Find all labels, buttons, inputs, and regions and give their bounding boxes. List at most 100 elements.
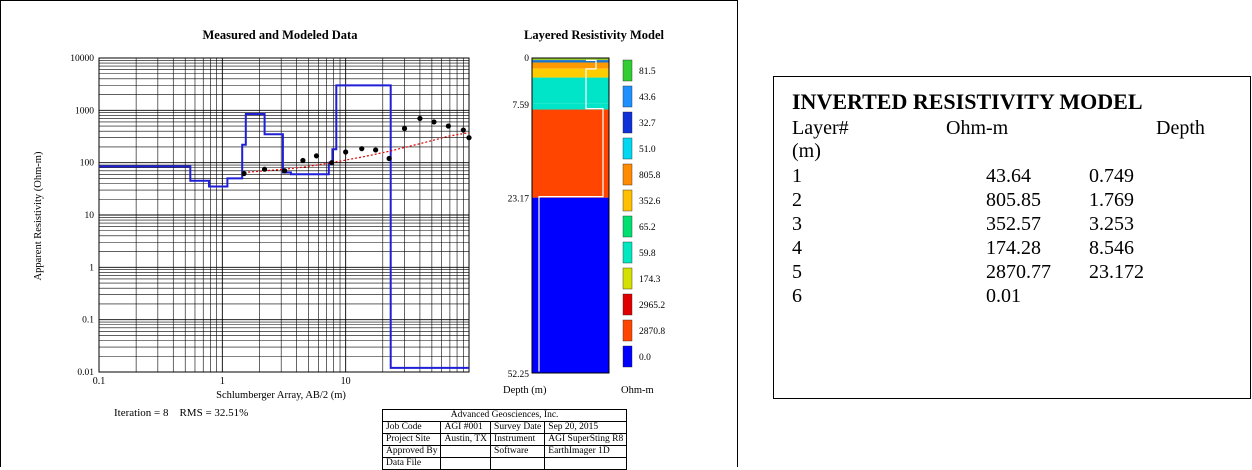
depth-tick-label: 23.17 bbox=[508, 195, 530, 205]
measured-point bbox=[460, 127, 466, 133]
measured-point bbox=[386, 155, 392, 162]
info-cell: Instrument bbox=[490, 433, 546, 446]
legend-swatch bbox=[622, 241, 633, 264]
legend-swatch bbox=[622, 293, 633, 316]
left-chart-xlabel: Schlumberger Array, AB/2 (m) bbox=[216, 390, 346, 401]
col-header-layer: Layer# bbox=[792, 117, 849, 139]
left-chart-series bbox=[99, 84, 472, 369]
rms-label: RMS = 32.51% bbox=[179, 407, 249, 419]
depth-tick-label: 0 bbox=[524, 54, 529, 64]
measured-point bbox=[282, 168, 288, 174]
fit-dashed-line bbox=[244, 132, 470, 174]
x-tick-label: 0.1 bbox=[93, 376, 106, 387]
legend-label: 174.3 bbox=[639, 275, 661, 285]
info-cell: Data File bbox=[381, 457, 442, 470]
legend-swatch bbox=[622, 215, 633, 238]
depth-unit: (m) bbox=[792, 140, 821, 162]
survey-info-table: Advanced Geosciences, Inc. Job Code AGI #… bbox=[381, 409, 628, 470]
model-table-cell: 4 bbox=[792, 237, 802, 259]
measured-point bbox=[466, 135, 472, 141]
info-cell bbox=[490, 457, 546, 470]
info-company-row: Advanced Geosciences, Inc. bbox=[381, 409, 628, 422]
depth-tick-label: 7.59 bbox=[512, 101, 529, 111]
legend-swatch bbox=[622, 163, 633, 186]
report-figure: Measured and Modeled Data 0.01 0.1 1 10 100 1… bbox=[0, 0, 738, 470]
measured-point bbox=[261, 166, 268, 172]
model-table-cell: 3.253 bbox=[1089, 213, 1134, 235]
y-tick-label: 10000 bbox=[70, 54, 94, 64]
legend-swatch bbox=[622, 85, 633, 108]
y-tick-label: 100 bbox=[80, 159, 95, 169]
info-row: Approved By Software EarthImager 1D bbox=[381, 445, 628, 458]
legend-label: 2870.8 bbox=[639, 327, 665, 337]
model-outline bbox=[538, 59, 604, 372]
col-header-ohm: Ohm-m bbox=[946, 117, 1009, 139]
layer-column: 0 7.59 23.17 52.25 bbox=[508, 54, 610, 380]
legend-label: 51.0 bbox=[639, 145, 656, 155]
y-tick-label: 0.1 bbox=[82, 316, 94, 326]
info-cell: Project Site bbox=[381, 433, 442, 446]
x-tick-label: 1 bbox=[220, 376, 225, 387]
inverted-model-title: INVERTED RESISTIVITY MODEL bbox=[792, 89, 1143, 114]
model-table-cell: 23.172 bbox=[1089, 261, 1144, 283]
info-cell: Approved By bbox=[381, 445, 442, 458]
legend-label: 2965.2 bbox=[639, 301, 665, 311]
model-table-cell: 6 bbox=[792, 285, 802, 307]
x-tick-label: 10 bbox=[341, 376, 351, 387]
model-table-cell: 0.749 bbox=[1089, 165, 1134, 187]
info-cell: AGI SuperSting R8 bbox=[544, 433, 628, 446]
legend-swatch bbox=[622, 345, 633, 368]
layer-band bbox=[532, 103, 609, 110]
layer-band bbox=[532, 109, 609, 198]
info-row: Job Code AGI #001 Survey Date Sep 20, 2015 bbox=[381, 421, 628, 434]
model-table-cell: 352.57 bbox=[986, 213, 1041, 235]
measured-point bbox=[431, 119, 437, 125]
model-table-cell: 2 bbox=[792, 189, 802, 211]
measured-point bbox=[417, 115, 423, 122]
legend-label: 32.7 bbox=[639, 119, 656, 129]
col-header-depth: Depth bbox=[1156, 117, 1205, 139]
column-frame bbox=[531, 57, 610, 374]
legend-label: 59.8 bbox=[639, 249, 656, 259]
model-table-cell: 805.85 bbox=[986, 189, 1041, 211]
layer-legend: 81.5 43.6 32.7 51.0 805.8 352.6 65.2 59.8 174.3 2… bbox=[622, 59, 665, 368]
info-cell: Sep 20, 2015 bbox=[544, 421, 628, 434]
layer-band bbox=[532, 58, 609, 61]
info-cell bbox=[440, 457, 492, 470]
legend-swatch bbox=[622, 137, 633, 160]
left-chart-title: Measured and Modeled Data bbox=[203, 28, 359, 42]
info-cell: AGI #001 bbox=[440, 421, 492, 434]
legend-label: 65.2 bbox=[639, 223, 656, 233]
info-cell: EarthImager 1D bbox=[544, 445, 628, 458]
inverted-model-panel: INVERTED RESISTIVITY MODEL Layer# Ohm-m … bbox=[773, 76, 1251, 399]
measured-point bbox=[313, 153, 320, 159]
info-cell: Software bbox=[490, 445, 546, 458]
model-table-cell: 1 bbox=[792, 165, 802, 187]
legend-label: 0.0 bbox=[639, 353, 651, 363]
model-table-cell: 0.01 bbox=[986, 285, 1021, 307]
info-cell bbox=[544, 457, 628, 470]
legend-label: 352.6 bbox=[639, 197, 661, 207]
company-name: Advanced Geosciences, Inc. bbox=[381, 409, 628, 422]
left-chart-ylabel: Apparent Resistivity (Ohm-m) bbox=[33, 151, 44, 280]
model-table-cell: 174.28 bbox=[986, 237, 1041, 259]
iteration-label: Iteration = 8 bbox=[114, 407, 169, 419]
legend-swatch bbox=[622, 189, 633, 212]
model-table-cell: 1.769 bbox=[1089, 189, 1134, 211]
measured-point bbox=[329, 160, 335, 166]
model-table-cell: 43.64 bbox=[986, 165, 1031, 187]
legend-label: 43.6 bbox=[639, 93, 656, 103]
legend-label: 805.8 bbox=[639, 171, 661, 181]
right-chart-title: Layered Resistivity Model bbox=[524, 28, 665, 42]
layer-band bbox=[532, 62, 609, 69]
legend-swatch bbox=[622, 111, 633, 134]
info-cell: Survey Date bbox=[490, 421, 546, 434]
model-table-cell: 5 bbox=[792, 261, 802, 283]
layer-band bbox=[532, 60, 609, 63]
layer-band bbox=[532, 77, 609, 104]
info-row: Data File bbox=[381, 457, 628, 470]
measured-point bbox=[343, 149, 349, 155]
layer-band bbox=[532, 197, 609, 373]
info-cell bbox=[440, 445, 492, 458]
depth-axis-label: Depth (m) bbox=[503, 385, 547, 396]
